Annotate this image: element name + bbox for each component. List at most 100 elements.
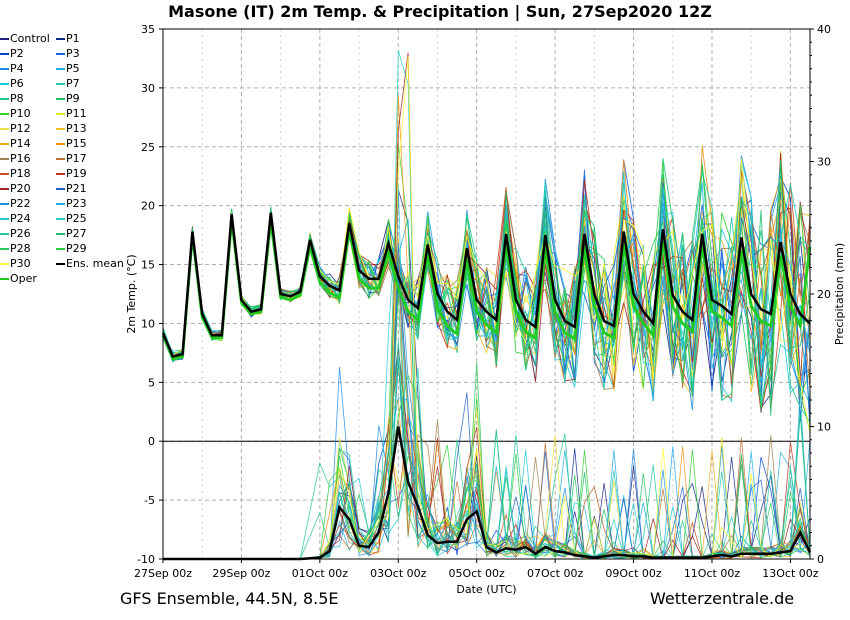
legend-entry: P30 [0,257,31,270]
legend-label: P25 [66,212,87,225]
legend-swatch [56,173,65,175]
y2-tick-label: 40 [817,23,831,36]
legend-swatch [0,278,9,280]
legend-entry: P23 [56,197,87,210]
member-precipitation-line [163,95,811,560]
ens-mean-precipitation-line [163,426,812,561]
legend-entry: P22 [0,197,31,210]
y-tick-label: 25 [141,141,155,154]
y2-tick-label: 20 [817,288,831,301]
y-tick-label: -10 [137,553,155,566]
legend-entry: P28 [0,242,31,255]
legend-label: Ens. mean [66,257,124,270]
member-temperature-line [162,190,811,401]
legend-swatch [0,263,9,265]
legend-swatch [56,233,65,235]
y-axis-label: 2m Temp. (°C) [125,254,138,333]
legend-label: P12 [10,122,31,135]
legend-swatch [0,68,9,70]
legend-swatch [56,128,65,130]
legend-swatch [0,143,9,145]
legend-label: P11 [66,107,87,120]
legend-label: P13 [66,122,87,135]
member-temperature-line [162,160,811,405]
page-title: Masone (IT) 2m Temp. & Precipitation | S… [168,2,712,21]
legend-label: P22 [10,197,31,210]
x-axis-label: Date (UTC) [456,583,516,596]
member-precipitation-line [163,289,811,560]
legend-entry: P13 [56,122,87,135]
legend-entry: P14 [0,137,31,150]
legend-entry: P25 [56,212,87,225]
y-tick-label: 30 [141,82,155,95]
legend-swatch [0,98,9,100]
y-tick-label: 35 [141,23,155,36]
legend-swatch [56,68,65,70]
legend-swatch [56,158,65,160]
y-tick-label: 10 [141,317,155,330]
legend-swatch [56,83,65,85]
legend-swatch [0,113,9,115]
legend-label: P29 [66,242,87,255]
main-series [161,212,812,561]
legend-entry: P27 [56,227,87,240]
legend-swatch [56,188,65,190]
legend-label: Control [10,32,50,45]
y-tick-label: 5 [148,376,155,389]
legend-label: Oper [10,272,37,285]
legend-swatch [56,38,65,40]
legend-swatch [56,248,65,250]
legend-entry: P20 [0,182,31,195]
legend-swatch [56,218,65,220]
x-tick-label: 03Oct 00z [370,567,427,580]
legend-swatch [56,53,65,55]
legend-label: P24 [10,212,31,225]
legend-swatch [56,113,65,115]
legend-swatch [0,233,9,235]
legend-entry: P6 [0,77,24,90]
legend-entry: P11 [56,107,87,120]
legend-swatch [0,158,9,160]
legend-label: P4 [10,62,24,75]
y-tick-label: 0 [148,435,155,448]
legend-label: P28 [10,242,31,255]
legend-label: P1 [66,32,80,45]
axes: -10 -5 0 5 10 15 20 25 30 35 0 10 20 30 40 27Sep 00z 29S… [125,23,846,596]
legend-label: P3 [66,47,80,60]
legend-entry: P3 [56,47,80,60]
x-tick-label: 13Oct 00z [762,567,819,580]
legend-entry: P4 [0,62,24,75]
y-tick-label: 20 [141,200,155,213]
x-tick-label: 09Oct 00z [605,567,662,580]
x-tick-label: 27Sep 00z [134,567,192,580]
legend-swatch [56,98,65,100]
legend-label: P5 [66,62,80,75]
legend-swatch [0,83,9,85]
legend-swatch [0,53,9,55]
legend-swatch [0,173,9,175]
legend-label: P9 [66,92,80,105]
legend-entry: P8 [0,92,24,105]
legend-entry: P21 [56,182,87,195]
x-tick-label: 01Oct 00z [292,567,349,580]
legend: Control P1 P2 P3 P4 P5 P6 P7 P8 P9 P10 P11 P12 P13 P14… [0,32,135,292]
legend-entry: P12 [0,122,31,135]
legend-label: P30 [10,257,31,270]
legend-label: P18 [10,167,31,180]
legend-label: P17 [66,152,87,165]
legend-entry: P16 [0,152,31,165]
legend-swatch [56,143,65,145]
legend-entry: P29 [56,242,87,255]
site-label: Wetterzentrale.de [650,589,795,608]
legend-swatch [0,203,9,205]
y-tick-label: -5 [144,494,155,507]
legend-swatch [56,263,65,265]
member-precipitation-line [163,56,811,560]
legend-label: P21 [66,182,87,195]
legend-label: P27 [66,227,87,240]
legend-label: P19 [66,167,87,180]
legend-label: P6 [10,77,24,90]
legend-label: P20 [10,182,31,195]
legend-label: P16 [10,152,31,165]
